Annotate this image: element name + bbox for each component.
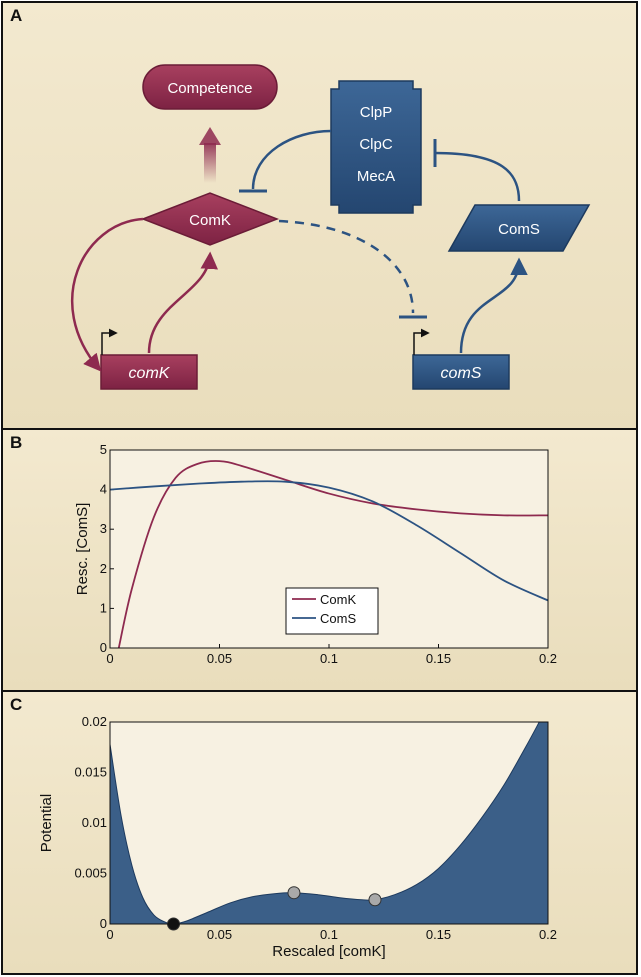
c-ytick-label: 0.015 xyxy=(74,765,107,780)
panel-b-nullclines-chart: B 0 0.05 0.1 0.15 0.2 0 1 2 3 4 5 Resc. [ComS] ComK C… xyxy=(1,428,638,692)
c-xlabel: Rescaled [comK] xyxy=(272,943,385,960)
clp-complex-node: ClpP ClpC MecA xyxy=(330,80,422,214)
coms-promoter-icon xyxy=(413,328,430,355)
nullcline-chart-svg: 0 0.05 0.1 0.15 0.2 0 1 2 3 4 5 Resc. [ComS] ComK Com… xyxy=(74,442,557,666)
c-xtick-label: 0.15 xyxy=(426,927,451,942)
coms-gene-node: comS xyxy=(412,328,510,390)
clpp-label: ClpP xyxy=(360,104,393,121)
panel-letter-a: A xyxy=(10,6,23,25)
comk-gene-label: comK xyxy=(129,365,171,382)
b-xtick-label: 0 xyxy=(106,651,113,666)
panel-c-potential-chart: C 0 0.05 0.1 0.15 0.2 0 0.005 0.01 0.015 0.02 Resc… xyxy=(1,690,638,975)
b-xtick-label: 0.15 xyxy=(426,651,451,666)
coms-gene-label: comS xyxy=(441,365,482,382)
panel-a-network-diagram: A Competence xyxy=(1,1,638,430)
panel-letter-c: C xyxy=(10,695,23,714)
legend-label-coms: ComS xyxy=(320,611,356,626)
b-ytick-label: 3 xyxy=(100,521,107,536)
competence-label: Competence xyxy=(167,80,252,97)
fixed-point-stable-2 xyxy=(368,893,382,907)
c-ytick-label: 0.01 xyxy=(82,815,107,830)
series-line-coms xyxy=(109,480,549,602)
b-ytick-label: 2 xyxy=(100,561,107,576)
competence-arrow xyxy=(199,127,221,183)
comk-protein-label: ComK xyxy=(189,212,231,229)
panel-letter-b: B xyxy=(10,433,23,452)
clpc-label: ClpC xyxy=(359,136,393,153)
potential-chart-svg: 0 0.05 0.1 0.15 0.2 0 0.005 0.01 0.015 0.02 Rescal… xyxy=(38,714,557,960)
c-ytick-label: 0.005 xyxy=(74,866,107,881)
b-axes-frame xyxy=(109,449,549,649)
b-ytick-label: 0 xyxy=(100,640,107,655)
comk-gene-node: comK xyxy=(100,328,198,390)
c-xtick-label: 0.05 xyxy=(207,927,232,942)
c-xtick-label: 0.2 xyxy=(539,927,557,942)
c-xtick-label: 0.1 xyxy=(320,927,338,942)
fixed-point-unstable-1 xyxy=(287,886,301,900)
comk-protein-node: ComK xyxy=(140,192,280,246)
c-ytick-label: 0 xyxy=(100,916,107,931)
b-xtick-label: 0.2 xyxy=(539,651,557,666)
c-ytick-label: 0.02 xyxy=(82,714,107,729)
b-xtick-label: 0.05 xyxy=(207,651,232,666)
coms-expression-arrow xyxy=(459,257,528,354)
clp-inhibits-comk-arrow xyxy=(251,129,332,190)
coms-inhibits-clp-arrow xyxy=(434,151,521,202)
c-ylabel: Potential xyxy=(38,794,55,852)
comk-autoactivation-arrow xyxy=(71,217,144,372)
comk-promoter-icon xyxy=(101,328,118,355)
b-ylabel: Resc. [ComS] xyxy=(74,503,91,596)
b-ytick-label: 5 xyxy=(100,442,107,457)
network-svg: Competence ComK ClpP ClpC MecA ComS comK xyxy=(71,64,591,390)
coms-protein-node: ComS xyxy=(447,204,591,252)
b-legend-box xyxy=(285,587,379,635)
b-xtick-label: 0.1 xyxy=(320,651,338,666)
meca-label: MecA xyxy=(357,168,395,185)
competence-node: Competence xyxy=(142,64,278,110)
c-axes-frame xyxy=(109,721,549,925)
series-line-comk xyxy=(117,460,549,649)
b-ytick-label: 1 xyxy=(100,600,107,615)
comk-expression-arrow xyxy=(147,251,218,354)
legend-label-comk: ComK xyxy=(320,592,356,607)
comk-represses-coms-arrow xyxy=(278,219,415,314)
coms-protein-label: ComS xyxy=(498,221,540,238)
b-ytick-label: 4 xyxy=(100,482,107,497)
c-xtick-label: 0 xyxy=(106,927,113,942)
